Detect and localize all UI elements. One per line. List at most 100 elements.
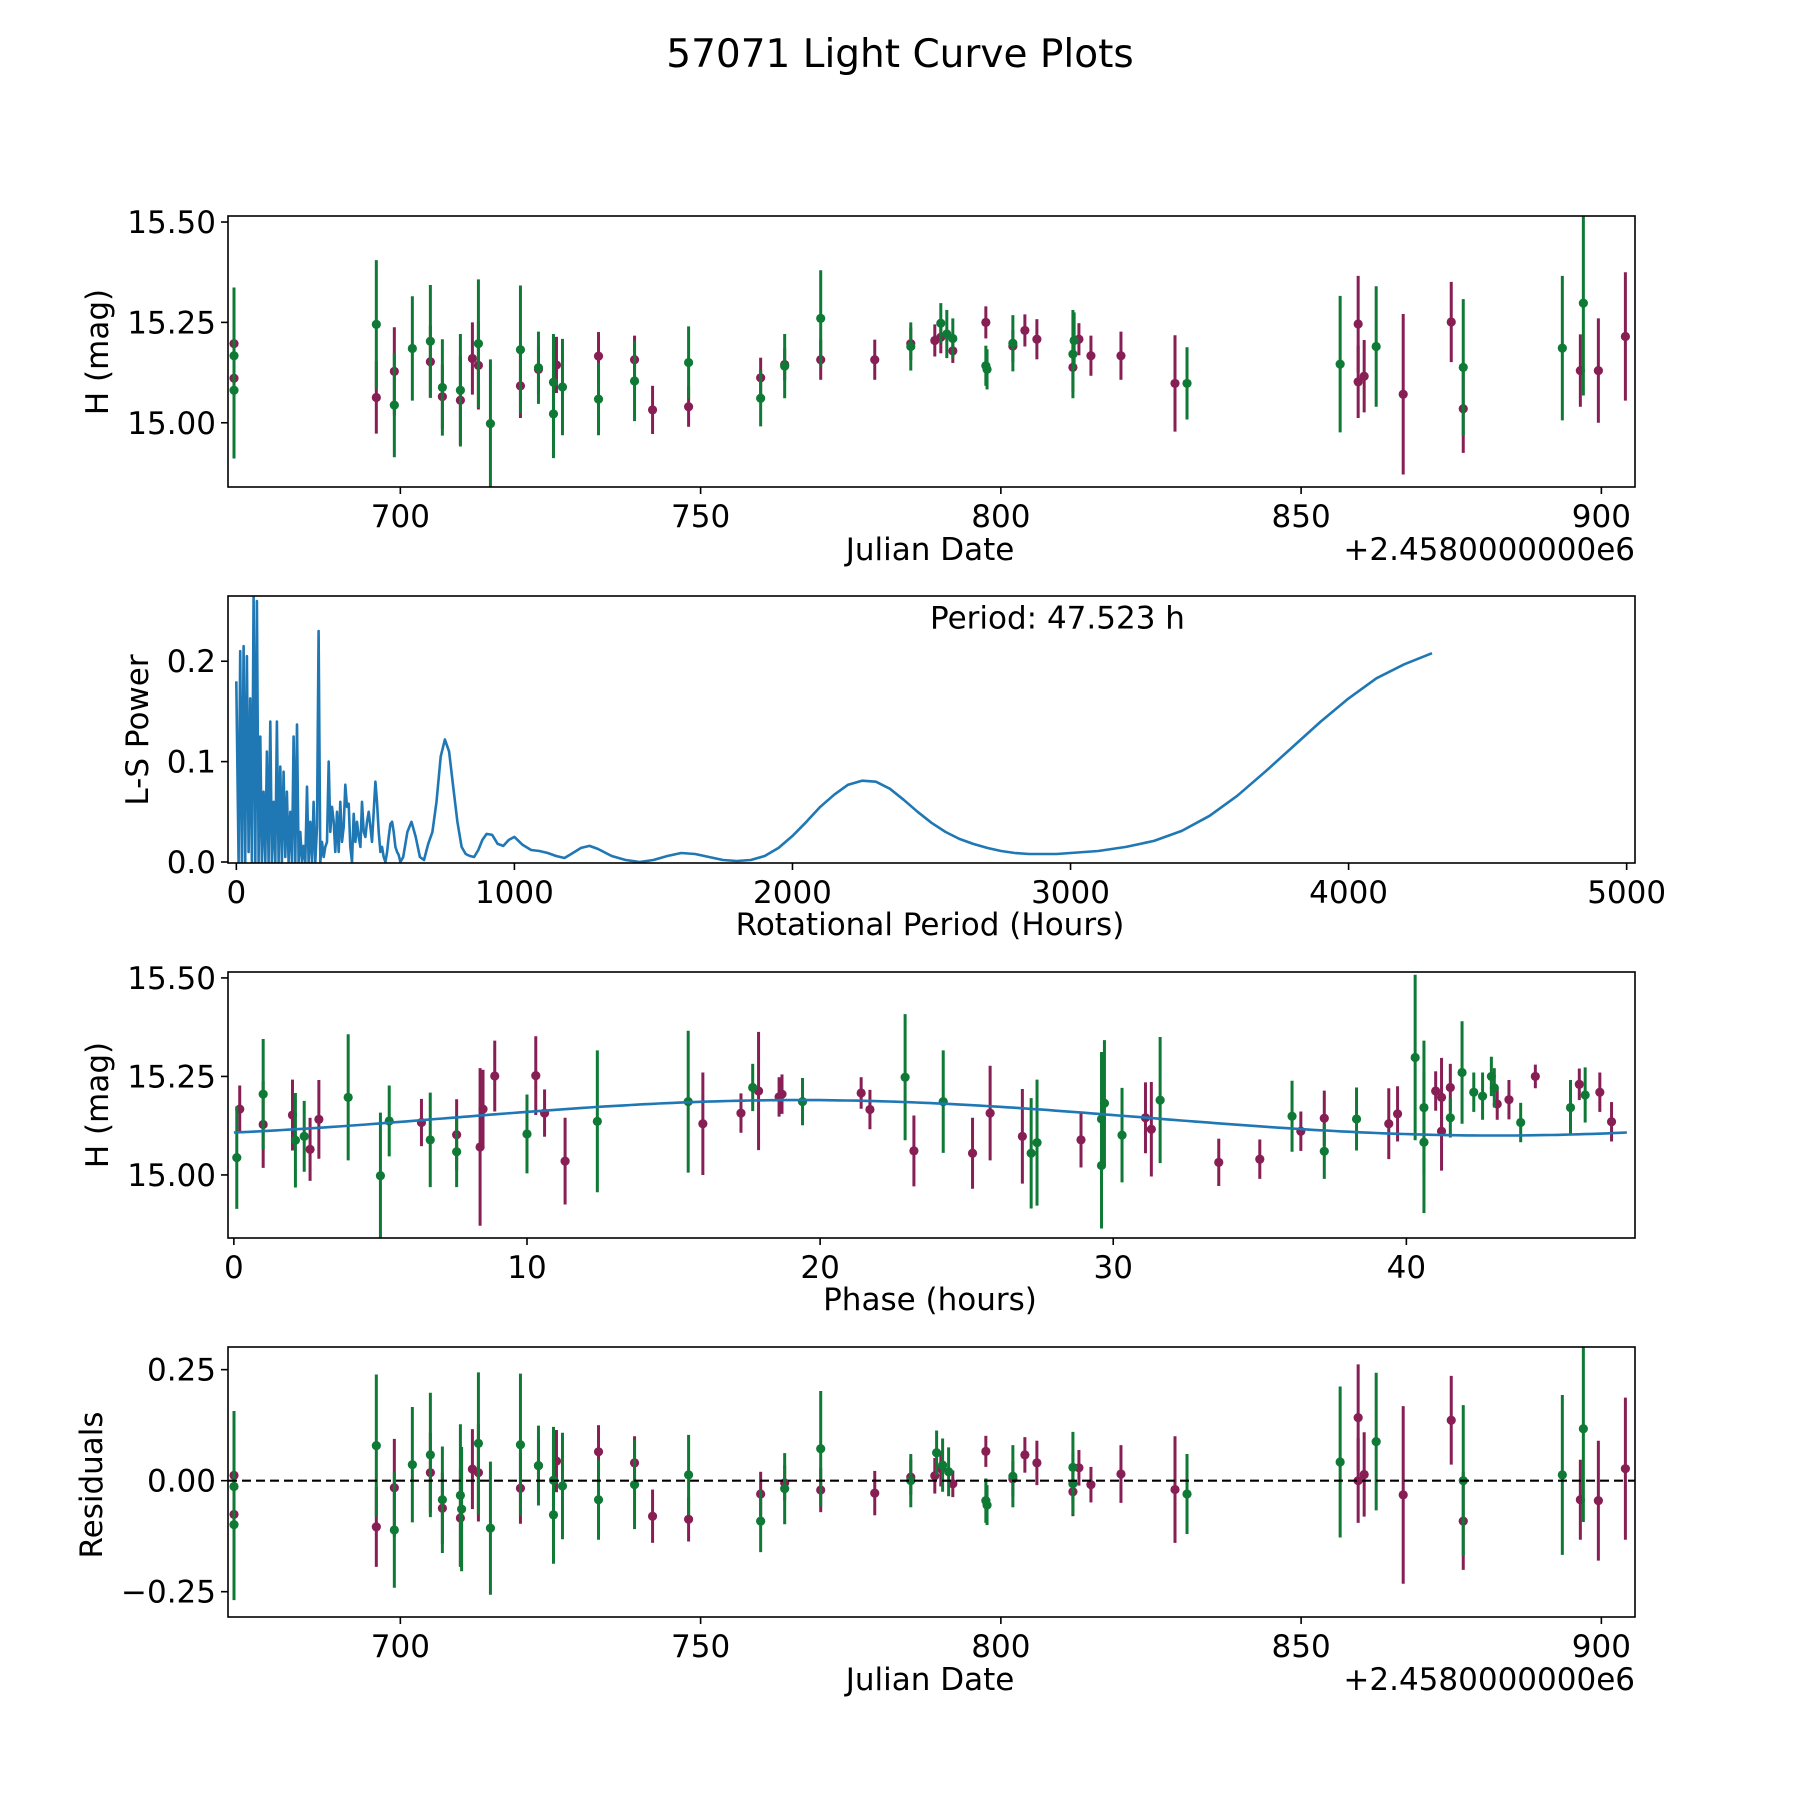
data-point (932, 1448, 942, 1458)
data-point (1008, 1471, 1018, 1481)
data-point (683, 402, 694, 412)
data-point (1445, 1082, 1455, 1093)
data-point (407, 343, 417, 354)
data-point (870, 1488, 880, 1498)
data-point (456, 1504, 467, 1514)
y-tick-label: 15.25 (127, 1059, 216, 1095)
data-point (756, 1516, 766, 1526)
periodogram-xlabel: Rotational Period (Hours) (736, 907, 1125, 943)
data-point (1353, 1476, 1363, 1486)
data-point (1489, 1083, 1499, 1093)
data-point (1099, 1098, 1110, 1108)
series-filter-a (229, 272, 1630, 475)
phase-folded-ylabel: H (mag) (80, 1042, 116, 1168)
residuals-yticks: −0.25 0.00 0.25 (121, 1353, 228, 1611)
x-tick-label: 700 (371, 1629, 430, 1665)
residuals-marks (228, 1347, 1635, 1601)
x-tick-label: 30 (1094, 1250, 1133, 1286)
series-filter-b (232, 974, 1590, 1238)
data-point (1008, 338, 1018, 348)
data-point (1032, 334, 1042, 344)
y-tick-label: −0.25 (121, 1575, 216, 1611)
data-point (909, 1146, 919, 1156)
periodogram-ylabel: L-S Power (120, 654, 156, 805)
light-curve-frame (227, 215, 1636, 488)
data-point (1578, 298, 1588, 308)
data-point (437, 1495, 447, 1505)
data-point (1032, 1458, 1042, 1468)
data-point (816, 1444, 826, 1454)
data-point (593, 351, 604, 361)
y-tick-label: 0.2 (167, 644, 216, 680)
data-point (1593, 365, 1603, 376)
phase-folded-frame (227, 971, 1636, 1239)
data-point (1032, 1138, 1042, 1148)
data-point (1117, 1130, 1127, 1140)
y-tick-label: 15.25 (127, 305, 216, 341)
data-point (698, 1119, 708, 1129)
data-point (936, 318, 946, 328)
periodogram-yticks: 0.0 0.1 0.2 (167, 644, 228, 881)
data-point (258, 1089, 268, 1099)
data-point (1371, 341, 1381, 352)
data-point (515, 1440, 526, 1450)
data-point (1351, 1114, 1362, 1124)
phase-folded-xlabel: Phase (hours) (823, 1282, 1037, 1318)
data-point (1469, 1087, 1479, 1097)
data-point (389, 400, 399, 410)
data-point (389, 1525, 399, 1535)
residuals-xticks: 700 750 800 850 900 (371, 1617, 1631, 1665)
data-point (736, 1108, 746, 1118)
y-tick-label: 15.50 (127, 205, 216, 241)
figure-title: 57071 Light Curve Plots (666, 32, 1133, 77)
light-curve-xticks: 700 750 800 850 900 (371, 487, 1631, 535)
light-curve-marks (229, 216, 1630, 487)
x-tick-label: 4000 (1309, 875, 1388, 911)
data-point (683, 1470, 694, 1480)
data-point (1026, 1148, 1036, 1158)
data-point (1445, 1113, 1455, 1123)
residuals-ylabel: Residuals (74, 1411, 110, 1558)
data-point (1530, 1071, 1540, 1082)
data-point (1620, 331, 1630, 342)
data-point (985, 1108, 995, 1118)
data-point (407, 1460, 417, 1470)
x-tick-label: 900 (1572, 499, 1631, 535)
residuals-xlabel: Julian Date (844, 1662, 1015, 1698)
x-tick-label: 900 (1572, 1629, 1631, 1665)
data-point (948, 333, 958, 344)
data-point (629, 1480, 640, 1490)
data-point (473, 339, 484, 349)
data-point (1384, 1119, 1394, 1129)
series-filter-a (235, 1031, 1617, 1226)
phase-folded-xticks: 0 10 20 30 40 (224, 1238, 1426, 1286)
data-point (452, 1147, 462, 1157)
data-point (1565, 1102, 1576, 1113)
data-point (515, 345, 526, 355)
data-point (425, 1135, 435, 1145)
data-point (816, 313, 826, 323)
data-point (1398, 389, 1408, 399)
data-point (290, 1135, 301, 1145)
data-point (557, 1481, 568, 1491)
data-point (1446, 317, 1456, 327)
residuals-x-offset: +2.4580000000e6 (1343, 1662, 1635, 1698)
data-point (371, 1522, 381, 1532)
data-point (629, 376, 640, 386)
data-point (425, 336, 435, 346)
x-tick-label: 750 (671, 499, 730, 535)
x-tick-label: 850 (1272, 1629, 1331, 1665)
data-point (1593, 1496, 1603, 1506)
data-point (1319, 1113, 1329, 1123)
x-tick-label: 1000 (475, 875, 554, 911)
data-point (1076, 1135, 1086, 1145)
y-tick-label: 0.00 (147, 1464, 216, 1500)
data-point (232, 1153, 242, 1163)
data-point (981, 1446, 991, 1456)
x-tick-label: 0 (224, 1250, 244, 1286)
data-point (1436, 1126, 1447, 1136)
data-point (1359, 1469, 1369, 1480)
data-point (425, 1450, 435, 1460)
data-point (229, 385, 239, 395)
data-point (900, 1072, 910, 1082)
